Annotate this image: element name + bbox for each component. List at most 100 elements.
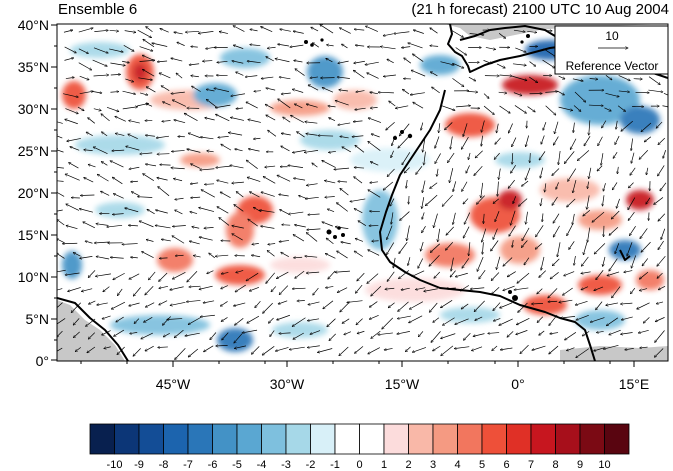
wind-vector (464, 212, 471, 225)
wind-vector (354, 29, 365, 30)
wind-vector (656, 121, 663, 128)
wind-vector (398, 136, 410, 149)
wind-vector (430, 243, 441, 253)
wind-vector (65, 174, 80, 181)
wind-vector (336, 251, 348, 259)
colorbar-tick-label: 0 (356, 459, 362, 471)
wind-vector (474, 300, 485, 312)
wind-vector (57, 288, 63, 291)
wind-vector (500, 347, 513, 350)
wind-vector (65, 108, 78, 114)
wind-vector (340, 136, 349, 139)
colorbar-tick-label: -2 (306, 459, 316, 471)
wind-vector (369, 211, 380, 212)
wind-vector (129, 273, 140, 279)
wind-vector (341, 242, 351, 245)
wind-vector (157, 178, 168, 181)
wind-vector (292, 149, 306, 152)
wind-vector (157, 154, 170, 155)
colorbar-swatch (481, 423, 507, 455)
wind-vector (535, 225, 544, 237)
wind-vector (521, 240, 528, 247)
wind-vector (167, 319, 183, 320)
wind-vector (368, 190, 381, 198)
wind-vector (294, 60, 303, 63)
wind-vector (170, 286, 184, 290)
wind-vector (483, 60, 493, 63)
wind-vector (87, 346, 96, 353)
wind-vector (84, 150, 93, 151)
wind-vector (442, 317, 455, 326)
wind-vector (278, 300, 288, 304)
wind-vector (93, 108, 101, 111)
wind-vector (598, 136, 603, 146)
wind-vector (126, 146, 140, 151)
wind-vector (142, 69, 155, 77)
wind-vector (594, 286, 604, 291)
wind-vector (143, 39, 155, 48)
wind-vector (499, 105, 511, 113)
wind-vector (401, 47, 411, 48)
wind-vector (368, 250, 380, 256)
wind-vector (609, 258, 618, 271)
wind-vector (576, 315, 589, 320)
wind-vector (133, 287, 141, 296)
wind-vector (143, 174, 155, 182)
wind-vector (317, 348, 333, 352)
wind-vector (368, 141, 381, 151)
wind-vector (325, 197, 335, 198)
wind-vector (187, 149, 201, 153)
wind-vector (394, 31, 410, 34)
wind-vector (431, 331, 441, 342)
wind-vector (430, 182, 438, 189)
wind-vector (207, 151, 214, 152)
wind-vector (508, 123, 513, 133)
wind-vector (462, 181, 468, 192)
wind-vector (84, 177, 94, 183)
wind-vector (175, 210, 183, 215)
wind-vector (620, 303, 633, 304)
wind-vector (573, 179, 577, 193)
wind-vector (410, 92, 425, 95)
wind-vector (365, 26, 379, 32)
wind-vector (275, 347, 289, 351)
wind-vector (221, 317, 228, 321)
wind-vector (617, 105, 626, 112)
wind-vector (392, 135, 396, 146)
wind-vector (496, 123, 499, 133)
wind-vector (548, 288, 558, 298)
wind-vector (404, 167, 410, 173)
wind-vector (326, 58, 333, 63)
wind-vector (639, 271, 649, 279)
lat-label: 10°N (18, 269, 49, 285)
wind-vector (146, 87, 156, 93)
wind-vector (157, 61, 168, 62)
wind-vector (159, 258, 168, 259)
wind-vector (262, 346, 275, 355)
map-panel[interactable]: 10 Reference Vector (49, 24, 673, 361)
wind-vector (88, 164, 96, 168)
wind-vector (513, 196, 517, 203)
wind-vector (589, 78, 598, 79)
wind-vector (326, 238, 334, 245)
wind-vector (512, 75, 526, 80)
wind-vector (88, 270, 96, 277)
wind-vector (605, 75, 612, 80)
lat-label: 35°N (18, 59, 49, 75)
colorbar-tick-label: -6 (208, 459, 218, 471)
wind-vector (210, 332, 217, 339)
wind-vector (438, 228, 441, 242)
wind-vector (161, 239, 171, 242)
wind-vector (268, 244, 276, 245)
wind-vector (386, 242, 395, 255)
wind-vector (109, 48, 123, 52)
wind-vector (499, 75, 513, 76)
wind-vector (404, 58, 412, 64)
wind-vector (290, 44, 304, 47)
wind-vector (453, 181, 457, 191)
wind-vector (615, 243, 620, 254)
wind-vector (646, 167, 648, 175)
wind-vector (475, 150, 483, 158)
wind-vector (476, 195, 485, 205)
wind-vector (354, 346, 364, 353)
